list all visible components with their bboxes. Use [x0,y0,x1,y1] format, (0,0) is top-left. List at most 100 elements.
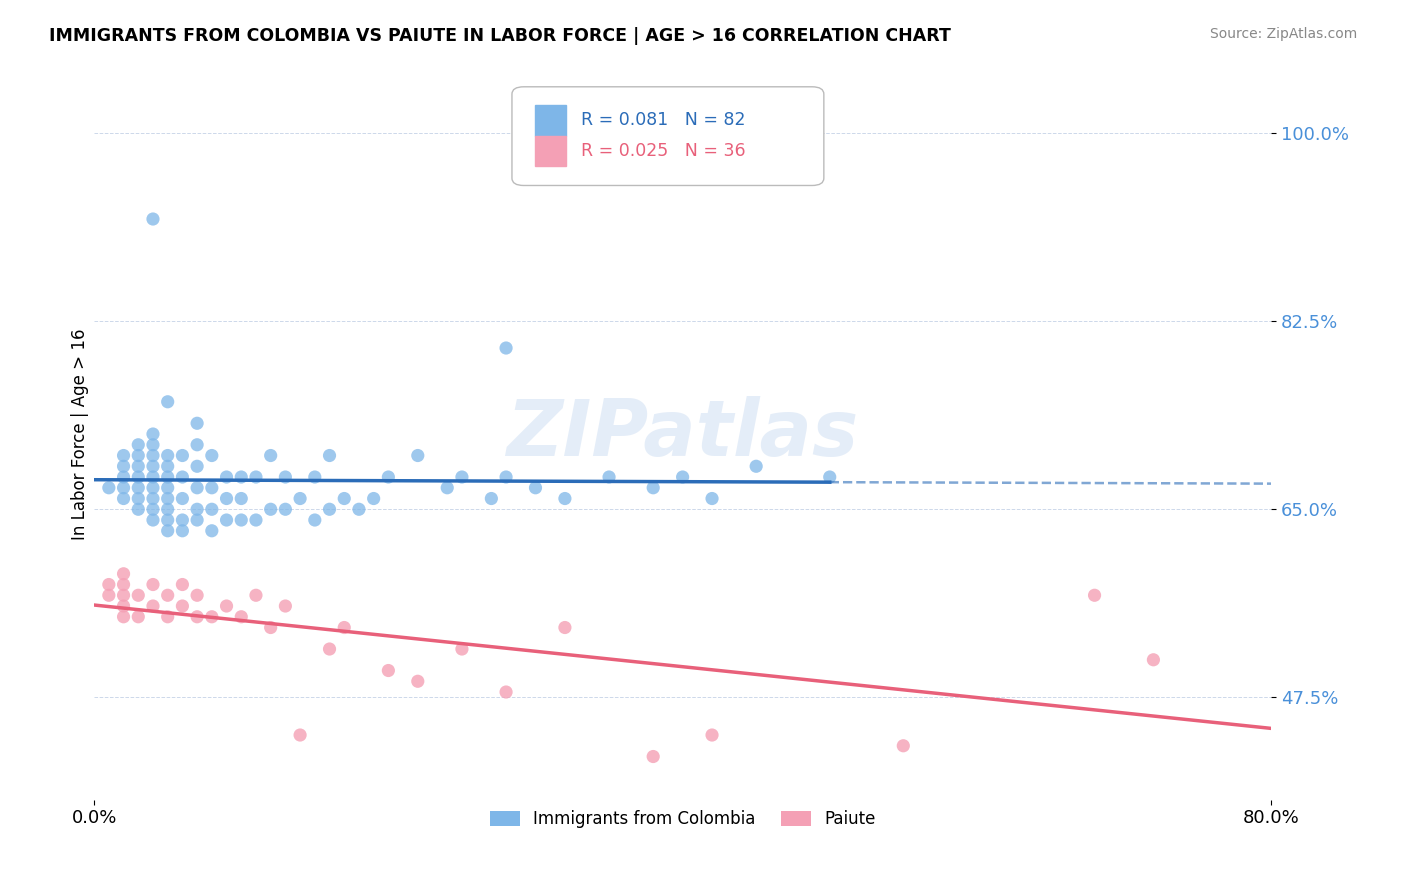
Point [156,502,179,516]
Point [172,449,194,463]
Point [201,524,224,538]
Point [142,459,165,474]
Point [112,577,135,591]
Point [142,577,165,591]
Point [318,642,340,657]
Point [172,524,194,538]
Point [142,481,165,495]
Point [142,438,165,452]
Point [127,449,149,463]
Point [231,513,253,527]
Point [142,449,165,463]
Point [186,513,208,527]
Point [406,674,429,689]
Point [745,459,768,474]
Point [201,502,224,516]
Point [142,513,165,527]
Point [495,685,517,699]
FancyBboxPatch shape [512,87,824,186]
Point [274,599,297,613]
Point [186,417,208,431]
Point [231,609,253,624]
Point [245,470,267,484]
Point [554,491,576,506]
Point [97,588,120,602]
Point [891,739,914,753]
FancyBboxPatch shape [536,105,567,136]
Point [201,449,224,463]
Point [112,449,135,463]
Point [112,470,135,484]
Point [186,438,208,452]
Point [127,459,149,474]
Point [156,481,179,495]
Point [186,502,208,516]
Point [672,470,695,484]
Point [172,577,194,591]
Point [215,470,238,484]
Text: IMMIGRANTS FROM COLOMBIA VS PAIUTE IN LABOR FORCE | AGE > 16 CORRELATION CHART: IMMIGRANTS FROM COLOMBIA VS PAIUTE IN LA… [49,27,950,45]
Point [156,449,179,463]
Point [156,470,179,484]
Point [495,341,517,355]
Point [156,588,179,602]
Point [524,481,547,495]
Point [598,470,620,484]
Point [554,621,576,635]
Point [112,491,135,506]
Point [127,491,149,506]
Point [127,502,149,516]
FancyBboxPatch shape [536,136,567,167]
Text: ZIPatlas: ZIPatlas [506,396,859,472]
Point [127,481,149,495]
Point [231,491,253,506]
Point [436,481,458,495]
Point [142,212,165,227]
Text: R = 0.081   N = 82: R = 0.081 N = 82 [582,112,747,129]
Point [643,749,665,764]
Point [186,481,208,495]
Point [479,491,502,506]
Point [260,449,283,463]
Point [643,481,665,495]
Point [142,502,165,516]
Point [172,491,194,506]
Point [215,513,238,527]
Point [186,609,208,624]
Point [451,642,474,657]
Point [186,588,208,602]
Point [156,609,179,624]
Point [451,470,474,484]
Point [818,470,841,484]
Point [142,470,165,484]
Point [333,621,356,635]
Point [172,513,194,527]
Point [245,588,267,602]
Point [97,481,120,495]
Point [288,491,311,506]
Point [112,566,135,581]
Point [112,588,135,602]
Legend: Immigrants from Colombia, Paiute: Immigrants from Colombia, Paiute [484,804,882,835]
Point [172,470,194,484]
Point [274,502,297,516]
Point [1142,653,1164,667]
Point [186,459,208,474]
Point [347,502,370,516]
Point [142,427,165,442]
Point [333,491,356,506]
Point [260,621,283,635]
Point [156,524,179,538]
Point [127,588,149,602]
Point [127,470,149,484]
Point [156,394,179,409]
Y-axis label: In Labor Force | Age > 16: In Labor Force | Age > 16 [72,328,89,540]
Point [142,599,165,613]
Point [288,728,311,742]
Point [215,599,238,613]
Point [156,459,179,474]
Point [127,438,149,452]
Point [201,481,224,495]
Point [318,449,340,463]
Point [495,470,517,484]
